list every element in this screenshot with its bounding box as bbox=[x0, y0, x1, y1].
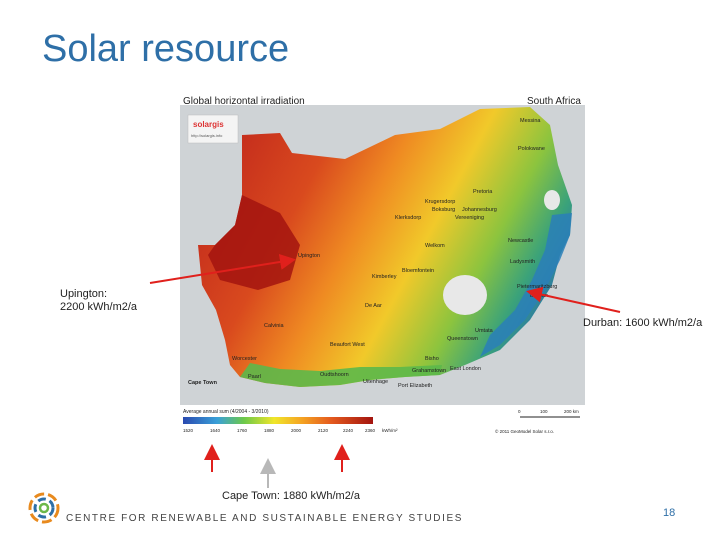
city-label: De Aar bbox=[365, 303, 382, 309]
city-label: Uitenhage bbox=[363, 379, 388, 385]
city-label: Upington bbox=[298, 253, 320, 259]
city-label: Klerksdorp bbox=[395, 215, 421, 221]
legend-tick: 1640 bbox=[210, 428, 221, 433]
legend-unit: kWh/m² bbox=[382, 428, 398, 433]
durban-annotation: Durban: 1600 kWh/m2/a bbox=[583, 317, 703, 329]
slide-title: Solar resource bbox=[42, 28, 290, 70]
city-label: Vereeniging bbox=[455, 215, 484, 221]
upington-annotation: Upington: 2200 kWh/m2/a bbox=[60, 288, 137, 314]
city-label: Calvinia bbox=[264, 323, 285, 329]
map-region: South Africa bbox=[527, 96, 581, 107]
city-label: Pretoria bbox=[473, 189, 493, 195]
legend-title: Average annual sum (4/2004 - 3/2010) bbox=[183, 409, 269, 415]
upington-value: 2200 kWh/m2/a bbox=[60, 301, 138, 313]
city-label: Bloemfontein bbox=[402, 268, 434, 274]
land-area bbox=[198, 107, 572, 387]
upington-label: Upington: bbox=[60, 288, 108, 300]
legend-tick: 1520 bbox=[183, 428, 194, 433]
city-label: Johannesburg bbox=[462, 207, 497, 213]
city-label: Ladysmith bbox=[510, 259, 535, 265]
city-label: Welkom bbox=[425, 243, 445, 249]
map-copyright: © 2011 GeoModel Solar s.r.o. bbox=[495, 428, 554, 434]
legend-tick: 2120 bbox=[318, 428, 329, 433]
city-label: Polokwane bbox=[518, 146, 545, 152]
city-label: Umtata bbox=[475, 328, 494, 334]
scale-label: 0 bbox=[518, 409, 521, 414]
brand-url: http://solargis.info bbox=[191, 133, 223, 138]
city-label: Worcester bbox=[232, 356, 257, 362]
city-label: Grahamstown bbox=[412, 368, 446, 374]
legend-tick: 2000 bbox=[291, 428, 302, 433]
city-label: Paarl bbox=[248, 374, 261, 380]
city-label: Newcastle bbox=[508, 238, 533, 244]
city-label: East London bbox=[450, 366, 481, 372]
solar-map: solargis http://solargis.info Messina Po… bbox=[180, 105, 585, 440]
page-number: 18 bbox=[663, 507, 676, 519]
durban-arrow bbox=[526, 286, 621, 313]
city-label: Bisho bbox=[425, 356, 439, 362]
legend-tick: 2360 bbox=[365, 428, 376, 433]
capetown-annotation: Cape Town: 1880 kWh/m2/a bbox=[222, 490, 360, 502]
city-label: Queenstown bbox=[447, 336, 478, 342]
scale-label: 200 km bbox=[564, 409, 579, 414]
legend-tick: 2240 bbox=[343, 428, 354, 433]
city-label: Beaufort West bbox=[330, 342, 365, 348]
city-label: Oudtshoorn bbox=[320, 372, 349, 378]
legend-tick: 1880 bbox=[264, 428, 275, 433]
city-label: Kimberley bbox=[372, 274, 397, 280]
cress-logo bbox=[28, 492, 60, 524]
legend-tick: 1760 bbox=[237, 428, 248, 433]
city-label: Boksburg bbox=[432, 207, 455, 213]
brand-logo: solargis bbox=[193, 120, 224, 129]
legend-color-bar bbox=[183, 417, 373, 424]
city-label: Cape Town bbox=[188, 380, 218, 386]
footer-organization: CENTRE FOR RENEWABLE AND SUSTAINABLE ENE… bbox=[66, 513, 464, 524]
scale-label: 100 bbox=[540, 409, 548, 414]
city-label: Krugersdorp bbox=[425, 199, 455, 205]
city-label: Port Elizabeth bbox=[398, 383, 432, 389]
upington-arrow bbox=[149, 254, 296, 284]
map-title: Global horizontal irradiation bbox=[183, 96, 305, 107]
city-label: Messina bbox=[520, 118, 541, 124]
